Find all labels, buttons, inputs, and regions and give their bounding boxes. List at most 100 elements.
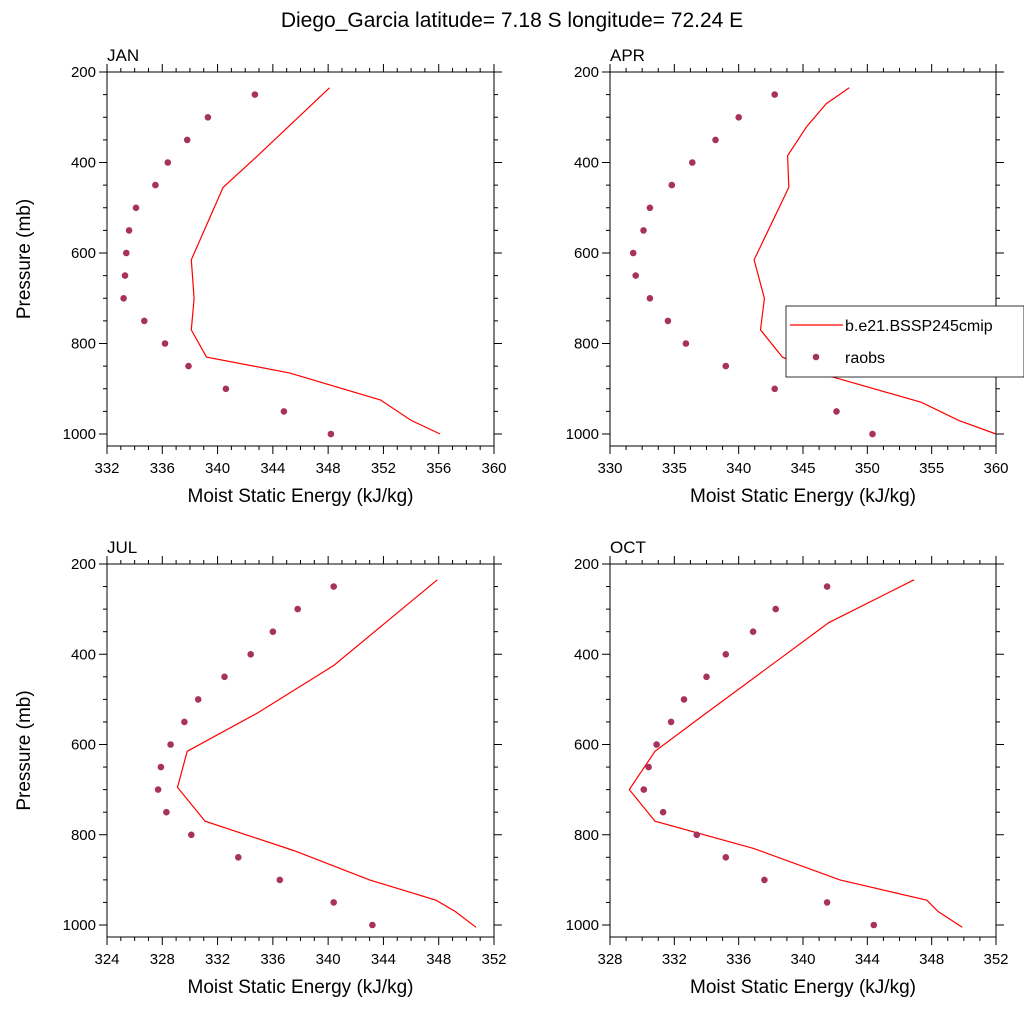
panel-jul: 324 328 332 336 340 344 348 352 200 400 600 800 1000… xyxy=(14,538,507,998)
x-tick-label: 330 xyxy=(597,460,622,477)
legend-dot-swatch xyxy=(812,353,820,361)
legend-entry-raobs: raobs xyxy=(845,350,885,367)
y-tick-label: 800 xyxy=(71,336,96,353)
raobs-point-oct xyxy=(722,651,730,658)
raobs-point-jul xyxy=(188,831,195,839)
raobs-point-apr xyxy=(682,340,690,347)
x-axis-label: Moist Static Energy (kJ/kg) xyxy=(690,486,916,507)
panel-label-oct: OCT xyxy=(610,538,646,557)
raobs-point-apr xyxy=(640,227,647,234)
y-tick-label: 600 xyxy=(71,737,96,754)
x-tick-label: 348 xyxy=(919,951,944,968)
raobs-point-jan xyxy=(185,362,192,370)
x-tick-label: 328 xyxy=(150,951,175,968)
x-tick-label: 344 xyxy=(855,951,880,968)
raobs-point-oct xyxy=(703,673,710,681)
raobs-point-jan xyxy=(132,204,140,212)
y-tick-label: 800 xyxy=(71,827,96,844)
raobs-point-jan xyxy=(120,295,127,302)
raobs-point-jan xyxy=(123,249,130,257)
panel-label-jan: JAN xyxy=(107,46,139,65)
raobs-point-jan xyxy=(121,272,129,279)
raobs-point-oct xyxy=(870,921,878,929)
x-tick-label: 340 xyxy=(205,460,230,477)
y-tick-label: 400 xyxy=(71,646,96,663)
raobs-point-jan xyxy=(141,317,148,325)
raobs-point-jan xyxy=(183,136,191,144)
x-tick-label: 345 xyxy=(790,460,815,477)
raobs-point-jul xyxy=(181,718,188,726)
raobs-point-apr xyxy=(632,272,639,279)
y-tick-label: 200 xyxy=(71,64,96,81)
figure-title: Diego_Garcia latitude= 7.18 S longitude=… xyxy=(281,9,743,32)
raobs-point-apr xyxy=(689,159,696,166)
x-tick-label: 356 xyxy=(426,460,451,477)
raobs-point-oct xyxy=(693,831,701,839)
raobs-point-oct xyxy=(722,854,730,861)
raobs-point-apr xyxy=(869,430,876,438)
raobs-point-jul xyxy=(167,741,174,748)
raobs-point-oct xyxy=(823,899,831,906)
x-tick-label: 348 xyxy=(316,460,341,477)
raobs-point-oct xyxy=(645,763,652,771)
raobs-point-oct xyxy=(761,876,768,884)
legend: b.e21.BSSP245cmip raobs xyxy=(785,305,1024,378)
raobs-point-jul xyxy=(269,628,277,635)
raobs-point-jan xyxy=(125,227,133,234)
x-tick-label: 332 xyxy=(662,951,687,968)
plot-frame-jul xyxy=(106,563,495,938)
raobs-point-apr xyxy=(664,317,672,325)
y-tick-label: 800 xyxy=(574,336,599,353)
x-tick-label: 332 xyxy=(205,951,230,968)
legend-box xyxy=(785,305,1024,378)
x-tick-label: 328 xyxy=(597,951,622,968)
y-tick-label: 600 xyxy=(71,245,96,262)
x-tick-label: 332 xyxy=(94,460,119,477)
x-tick-label: 336 xyxy=(726,951,751,968)
x-tick-label: 335 xyxy=(662,460,687,477)
raobs-point-apr xyxy=(629,249,637,257)
y-tick-label: 400 xyxy=(574,155,599,172)
raobs-point-apr xyxy=(833,408,840,415)
x-tick-label: 336 xyxy=(260,951,285,968)
model-profile-line-oct xyxy=(628,579,963,928)
raobs-point-jan xyxy=(161,340,169,347)
legend-entry-model: b.e21.BSSP245cmip xyxy=(845,318,993,335)
x-tick-label: 340 xyxy=(726,460,751,477)
raobs-point-jul xyxy=(221,673,228,681)
raobs-point-jan xyxy=(164,159,172,166)
raobs-point-oct xyxy=(749,628,757,635)
y-tick-label: 1000 xyxy=(566,917,599,934)
x-axis-label: Moist Static Energy (kJ/kg) xyxy=(690,977,916,998)
raobs-point-apr xyxy=(668,181,676,189)
raobs-point-apr xyxy=(771,91,778,98)
raobs-point-jul xyxy=(276,876,284,884)
x-axis-label: Moist Static Energy (kJ/kg) xyxy=(188,486,414,507)
raobs-point-jan xyxy=(204,114,212,121)
model-profile-line-jan xyxy=(190,87,441,435)
x-tick-label: 336 xyxy=(150,460,175,477)
raobs-point-jul xyxy=(154,786,162,793)
y-tick-label: 600 xyxy=(574,245,599,262)
raobs-point-oct xyxy=(659,808,667,816)
raobs-point-jan xyxy=(222,385,230,393)
raobs-point-jul xyxy=(330,583,338,590)
y-tick-label: 1000 xyxy=(566,426,599,443)
raobs-point-jul xyxy=(247,651,254,658)
panel-apr: 330 335 340 345 350 355 360 200 400 600 800 1000 APR… xyxy=(566,46,1009,507)
x-tick-label: 350 xyxy=(855,460,880,477)
model-profile-line-jul xyxy=(176,579,477,928)
raobs-point-oct xyxy=(667,718,675,726)
raobs-point-jul xyxy=(194,696,202,703)
raobs-point-jan xyxy=(280,408,288,415)
raobs-point-apr xyxy=(646,204,654,212)
x-tick-label: 355 xyxy=(919,460,944,477)
x-tick-label: 352 xyxy=(481,951,506,968)
y-tick-label: 200 xyxy=(71,556,96,573)
panel-jan: 332 336 340 344 348 352 356 360 200 400 600 800 1000… xyxy=(14,46,507,507)
plot-frame-oct xyxy=(609,563,997,938)
raobs-point-jul xyxy=(294,605,302,613)
x-tick-label: 360 xyxy=(481,460,506,477)
raobs-point-oct xyxy=(680,696,688,703)
y-tick-label: 400 xyxy=(574,646,599,663)
